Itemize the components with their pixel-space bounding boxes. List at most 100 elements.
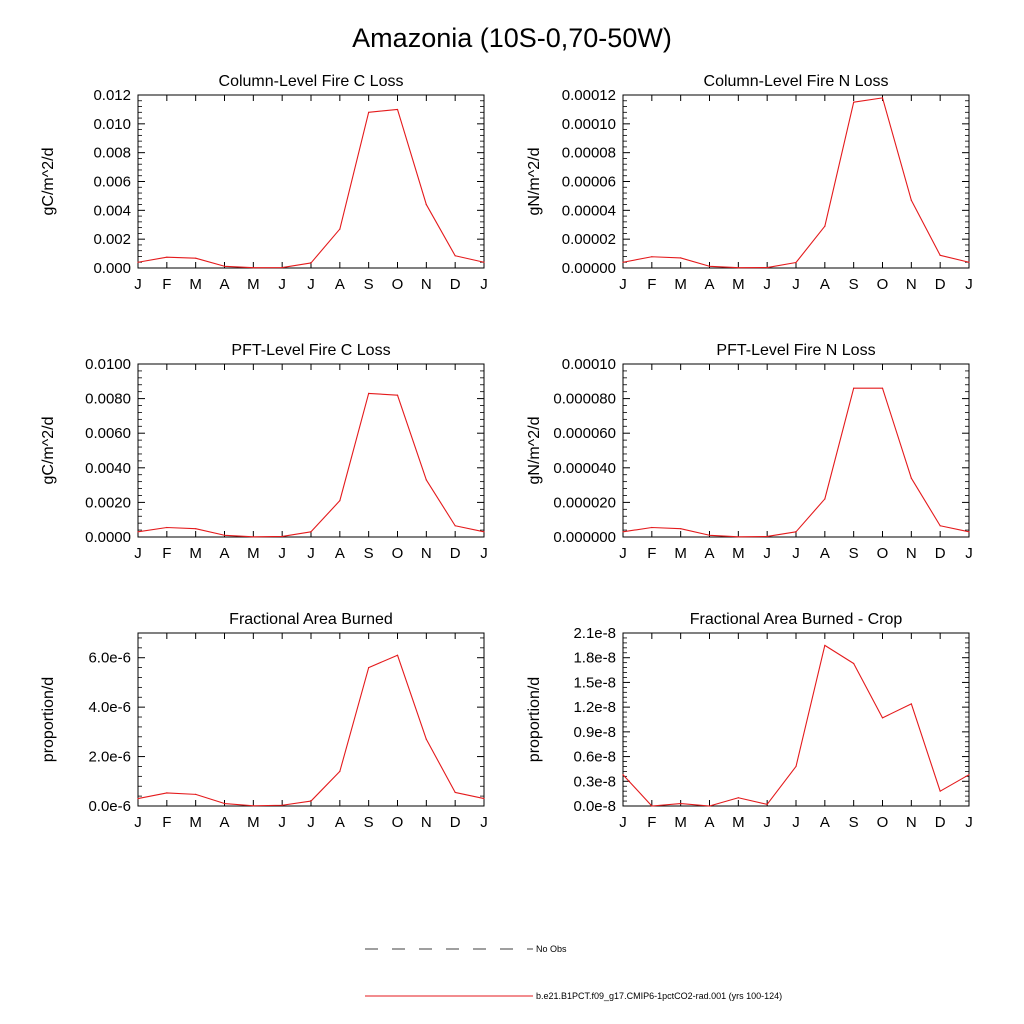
data-point bbox=[910, 199, 912, 201]
chart-panel-5: J F M A M J J A S O N D J0.0e-62.0e-64.0e-66.0e-6Fra… bbox=[40, 611, 488, 831]
chart-panel-2: J F M A M J J A S O N D J0.000000.000020.000040.0000… bbox=[526, 73, 973, 293]
data-point bbox=[252, 267, 254, 269]
data-point bbox=[737, 797, 739, 799]
chart-panel-1: J F M A M J J A S O N D J0.0000.0020.0040.0060.0080.… bbox=[40, 73, 488, 293]
y-tick-label: 0.00006 bbox=[562, 174, 616, 191]
y-tick-label: 1.8e-8 bbox=[573, 650, 616, 667]
data-point bbox=[339, 500, 341, 502]
panel-title: Fractional Area Burned bbox=[229, 611, 393, 628]
x-tick-label: M bbox=[674, 276, 687, 293]
data-point bbox=[281, 535, 283, 538]
data-point bbox=[137, 797, 139, 800]
x-tick-label: J bbox=[619, 545, 627, 562]
data-point bbox=[396, 654, 399, 656]
data-point bbox=[968, 774, 970, 776]
data-point bbox=[651, 805, 653, 807]
y-tick-label: 0.0040 bbox=[85, 460, 131, 477]
y-tick-label: 0.000060 bbox=[553, 425, 616, 442]
data-point bbox=[368, 667, 370, 669]
y-tick-label: 0.00000 bbox=[562, 260, 616, 277]
data-point bbox=[766, 803, 768, 805]
x-tick-label: J bbox=[763, 814, 771, 831]
x-tick-label: J bbox=[480, 545, 488, 562]
x-tick-label: J bbox=[619, 276, 627, 293]
data-point bbox=[137, 531, 139, 533]
y-tick-label: 0.008 bbox=[93, 145, 131, 162]
plot-frame bbox=[622, 94, 970, 269]
data-point bbox=[708, 805, 711, 807]
x-tick-label: D bbox=[935, 814, 946, 831]
plot-frame bbox=[137, 363, 485, 538]
y-axis-label: proportion/d bbox=[526, 677, 543, 762]
plot-frame bbox=[622, 632, 970, 807]
panel-title: Column-Level Fire C Loss bbox=[219, 73, 404, 90]
data-point bbox=[737, 536, 739, 538]
y-tick-label: 0.0020 bbox=[85, 494, 131, 511]
data-point bbox=[368, 392, 370, 395]
y-tick-label: 0.00010 bbox=[562, 116, 616, 133]
data-point bbox=[454, 791, 456, 794]
y-tick-label: 0.00004 bbox=[562, 202, 616, 219]
y-tick-label: 0.00008 bbox=[562, 145, 616, 162]
data-point bbox=[166, 256, 168, 258]
data-point bbox=[252, 805, 254, 807]
x-tick-label: J bbox=[619, 814, 627, 831]
y-axis-label: gC/m^2/d bbox=[40, 148, 57, 216]
y-tick-label: 0.000080 bbox=[553, 391, 616, 408]
y-tick-label: 0.006 bbox=[93, 174, 131, 191]
x-tick-label: A bbox=[704, 545, 714, 562]
data-point bbox=[824, 498, 826, 500]
data-point bbox=[881, 387, 884, 389]
legend-model-label: b.e21.B1PCT.f09_g17.CMIP6-1pctCO2-rad.00… bbox=[536, 991, 783, 1001]
chart-panels: J F M A M J J A S O N D J0.0000.0020.0040.0060.0080.… bbox=[40, 73, 973, 831]
y-tick-label: 1.2e-8 bbox=[573, 699, 616, 716]
data-point bbox=[910, 477, 912, 479]
x-tick-label: A bbox=[335, 276, 345, 293]
y-tick-label: 0.0080 bbox=[85, 391, 131, 408]
y-tick-label: 0.000000 bbox=[553, 529, 616, 546]
x-tick-label: N bbox=[421, 545, 432, 562]
x-tick-label: F bbox=[647, 276, 656, 293]
data-point bbox=[680, 257, 682, 259]
x-tick-label: J bbox=[792, 545, 800, 562]
data-point bbox=[252, 536, 254, 538]
data-point bbox=[166, 792, 168, 794]
x-tick-label: J bbox=[965, 276, 973, 293]
data-point bbox=[651, 256, 653, 258]
y-tick-label: 0.00010 bbox=[562, 356, 616, 373]
x-tick-label: O bbox=[877, 276, 889, 293]
y-tick-label: 2.0e-6 bbox=[88, 749, 131, 766]
data-point bbox=[310, 531, 312, 533]
chart-panel-4: J F M A M J J A S O N D J0.0000000.0000200.0000400.0… bbox=[526, 342, 973, 562]
data-point bbox=[651, 526, 653, 529]
x-tick-label: N bbox=[421, 814, 432, 831]
x-tick-label: F bbox=[162, 276, 171, 293]
series-line bbox=[137, 392, 485, 538]
x-tick-label: J bbox=[278, 545, 286, 562]
x-tick-label: O bbox=[392, 276, 404, 293]
plot-frame bbox=[137, 632, 485, 807]
x-tick-label: M bbox=[247, 545, 260, 562]
x-tick-label: A bbox=[704, 276, 714, 293]
data-point bbox=[425, 479, 427, 481]
y-tick-label: 0.0100 bbox=[85, 356, 131, 373]
data-point bbox=[339, 770, 341, 773]
data-point bbox=[622, 774, 624, 776]
panel-title: PFT-Level Fire C Loss bbox=[231, 342, 390, 359]
y-tick-label: 6.0e-6 bbox=[88, 650, 131, 667]
x-tick-label: O bbox=[392, 814, 404, 831]
y-tick-label: 0.6e-8 bbox=[573, 749, 616, 766]
x-tick-label: A bbox=[820, 276, 830, 293]
data-point bbox=[708, 534, 711, 536]
plot-frame bbox=[137, 94, 485, 269]
data-point bbox=[454, 525, 456, 527]
x-tick-label: J bbox=[792, 814, 800, 831]
data-point bbox=[483, 531, 485, 533]
data-point bbox=[195, 793, 197, 795]
x-tick-label: M bbox=[674, 545, 687, 562]
x-tick-label: J bbox=[763, 545, 771, 562]
y-tick-label: 4.0e-6 bbox=[88, 699, 131, 716]
x-tick-label: N bbox=[906, 545, 917, 562]
x-tick-label: M bbox=[732, 545, 745, 562]
data-point bbox=[195, 257, 197, 259]
